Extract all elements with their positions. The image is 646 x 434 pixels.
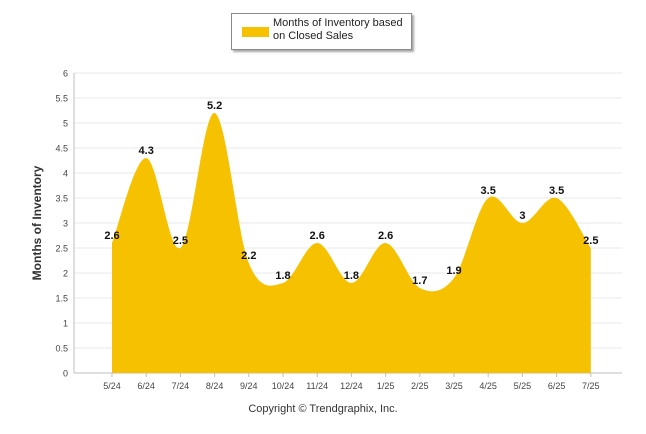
data-label: 1.8 — [275, 270, 290, 282]
legend: Months of Inventory based on Closed Sale… — [231, 13, 412, 50]
x-tick-label: 8/24 — [206, 381, 224, 391]
x-tick-label: 12/24 — [340, 381, 363, 391]
data-label: 3.5 — [549, 185, 564, 197]
x-tick-label: 9/24 — [240, 381, 258, 391]
series-area-0 — [112, 112, 591, 373]
x-tick-label: 2/25 — [411, 381, 429, 391]
x-tick-label: 1/25 — [377, 381, 395, 391]
data-label: 3.5 — [481, 185, 496, 197]
x-tick-label: 10/24 — [272, 381, 295, 391]
y-tick-label: 2 — [63, 269, 68, 279]
y-axis-title: Months of Inventory — [30, 165, 44, 280]
x-tick-label: 11/24 — [306, 381, 328, 391]
data-label: 3 — [519, 210, 525, 222]
y-tick-label: 3.5 — [55, 194, 68, 204]
x-tick-label: 5/24 — [103, 381, 121, 391]
y-tick-label: 0 — [63, 369, 68, 379]
x-tick-label: 4/25 — [479, 381, 497, 391]
data-label: 2.5 — [173, 235, 188, 247]
legend-swatch — [242, 27, 269, 37]
x-tick-label: 6/25 — [548, 381, 566, 391]
data-label: 1.7 — [412, 275, 427, 287]
y-tick-label: 2.5 — [55, 244, 68, 254]
data-label: 2.2 — [241, 250, 256, 262]
data-label: 2.6 — [310, 230, 325, 242]
data-label: 1.9 — [446, 265, 461, 277]
x-tick-label: 6/24 — [137, 381, 155, 391]
data-label: 4.3 — [139, 145, 154, 157]
y-tick-label: 4 — [63, 169, 68, 179]
y-tick-label: 5.5 — [55, 94, 68, 104]
x-tick-label: 7/25 — [582, 381, 600, 391]
y-tick-label: 0.5 — [55, 344, 68, 354]
y-tick-label: 6 — [63, 69, 68, 79]
data-label: 1.8 — [344, 270, 359, 282]
x-tick-label: 5/25 — [514, 381, 532, 391]
data-label: 5.2 — [207, 100, 222, 112]
y-tick-label: 1.5 — [55, 294, 68, 304]
data-label: 2.5 — [583, 235, 598, 247]
y-tick-label: 5 — [63, 119, 68, 129]
data-label: 2.6 — [104, 230, 119, 242]
x-tick-label: 3/25 — [445, 381, 463, 391]
legend-label: Months of Inventory based on Closed Sale… — [273, 17, 403, 42]
copyright-text: Copyright © Trendgraphix, Inc. — [248, 403, 398, 415]
y-tick-label: 3 — [63, 219, 68, 229]
y-tick-label: 4.5 — [55, 144, 68, 154]
data-label: 2.6 — [378, 230, 393, 242]
y-tick-label: 1 — [63, 319, 68, 329]
x-tick-label: 7/24 — [172, 381, 190, 391]
